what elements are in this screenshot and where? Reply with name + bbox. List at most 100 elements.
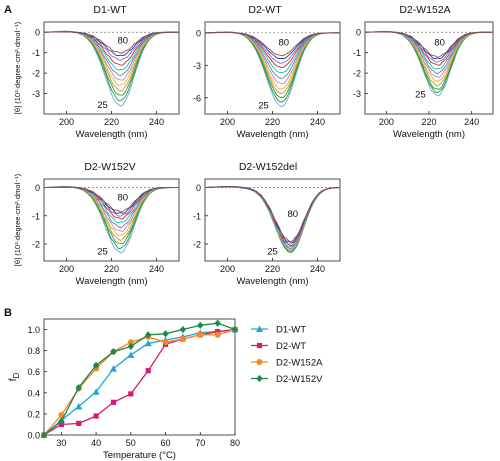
temp-label-25: 25 bbox=[97, 247, 108, 258]
x-axis-label: Wavelength (nm) bbox=[76, 276, 148, 287]
data-point bbox=[110, 399, 117, 405]
y-tick-label: -1 bbox=[32, 211, 40, 221]
temp-label-25: 25 bbox=[267, 247, 278, 258]
x-tick-label: 60 bbox=[161, 438, 171, 448]
y-tick-label: 0 bbox=[356, 28, 361, 38]
plot-frame bbox=[204, 21, 341, 115]
legend-label: D2-W152V bbox=[276, 374, 323, 385]
spectrum-curve bbox=[43, 30, 180, 92]
series-d2-wt bbox=[41, 326, 238, 438]
temp-label-80: 80 bbox=[287, 209, 298, 220]
legend-label: D2-W152A bbox=[276, 358, 323, 369]
data-point bbox=[231, 325, 239, 334]
spectrum-curve bbox=[205, 185, 341, 249]
data-point bbox=[75, 383, 82, 392]
x-axis-label: Wavelength (nm) bbox=[393, 129, 465, 140]
spectrum-curve bbox=[205, 31, 340, 68]
data-point bbox=[40, 431, 48, 439]
data-point bbox=[127, 342, 135, 351]
spectrum-curve bbox=[43, 30, 180, 102]
y-axis-label: [θ] (10³·degree·cm²·dmol⁻¹) bbox=[13, 173, 22, 266]
data-point bbox=[93, 413, 99, 419]
data-point bbox=[256, 359, 263, 365]
y-tick-label: 0.6 bbox=[27, 367, 40, 377]
x-tick-label: 220 bbox=[104, 117, 119, 127]
y-tick-label: 1.0 bbox=[27, 325, 40, 335]
data-point bbox=[92, 361, 100, 369]
temp-label-80: 80 bbox=[278, 37, 289, 48]
spectrum-curve bbox=[205, 186, 340, 243]
data-point bbox=[128, 391, 134, 397]
y-tick-label: 0 bbox=[196, 183, 201, 193]
x-tick-label: 240 bbox=[310, 117, 325, 127]
x-tick-label: 50 bbox=[126, 438, 136, 448]
x-tick-label: 240 bbox=[149, 264, 164, 274]
plot-frame bbox=[364, 21, 494, 115]
y-tick-label: -1 bbox=[32, 48, 40, 58]
spectrum-curve bbox=[204, 31, 340, 98]
x-axis-label: Temperature (°C) bbox=[103, 450, 176, 461]
data-point bbox=[197, 321, 204, 329]
y-tick-label: 0 bbox=[35, 28, 40, 38]
y-tick-label: -3 bbox=[193, 61, 201, 71]
y-tick-label: -1 bbox=[353, 48, 361, 58]
spectrum-curve bbox=[364, 30, 494, 87]
spectrum-curve bbox=[204, 31, 341, 95]
data-point bbox=[109, 365, 117, 372]
panel-title: D2-W152A bbox=[399, 4, 450, 16]
spectrum-curve bbox=[43, 186, 180, 214]
x-tick-label: 220 bbox=[265, 117, 280, 127]
x-tick-label: 70 bbox=[195, 438, 205, 448]
x-tick-label: 240 bbox=[310, 264, 325, 274]
y-tick-label: 0.4 bbox=[27, 388, 40, 398]
spectrum-curve bbox=[205, 31, 340, 80]
y-tick-label: -1 bbox=[193, 211, 201, 221]
x-tick-label: 200 bbox=[379, 117, 394, 127]
spectrum-curve bbox=[205, 31, 341, 64]
spectrum-curve bbox=[205, 32, 340, 57]
y-tick-label: 0.2 bbox=[27, 409, 40, 419]
data-point bbox=[92, 388, 100, 395]
panel-a-label: A bbox=[4, 4, 12, 16]
spectrum-curve bbox=[44, 186, 179, 245]
legend-label: D1-WT bbox=[276, 325, 306, 336]
data-point bbox=[256, 374, 263, 383]
data-point bbox=[127, 339, 134, 346]
x-tick-label: 200 bbox=[59, 117, 74, 127]
series-line bbox=[43, 322, 236, 436]
temp-label-25: 25 bbox=[258, 100, 269, 111]
legend: D1-WT D2-WT D2-W152A D2-W152V bbox=[251, 325, 323, 385]
data-point bbox=[256, 342, 263, 349]
temp-label-80: 80 bbox=[117, 35, 128, 46]
spectrum-curve bbox=[43, 186, 180, 213]
y-tick-label: -2 bbox=[353, 69, 361, 79]
temp-label-25: 25 bbox=[97, 100, 108, 111]
panel-title: D2-W152V bbox=[84, 161, 135, 173]
spectrum-curve bbox=[44, 31, 179, 56]
legend-label: D2-WT bbox=[276, 341, 306, 352]
y-tick-label: 0.0 bbox=[27, 431, 40, 441]
x-axis-label: Wavelength (nm) bbox=[237, 276, 309, 287]
data-point bbox=[179, 336, 186, 343]
x-tick-label: 80 bbox=[230, 438, 240, 448]
y-tick-label: -3 bbox=[32, 89, 40, 99]
y-tick-label: -2 bbox=[32, 240, 40, 250]
unfolding-fraction-chart: 0.0 0.2 0.4 0.6 0.8 1.0 30 40 50 60 70 80 Temperatur… bbox=[8, 318, 323, 461]
spectrum-curve bbox=[364, 30, 494, 94]
y-tick-label: -6 bbox=[193, 93, 201, 103]
x-tick-label: 200 bbox=[220, 264, 235, 274]
x-tick-label: 200 bbox=[59, 264, 74, 274]
spectrum-curve bbox=[44, 31, 180, 71]
data-point bbox=[214, 319, 221, 327]
x-axis-label: Wavelength (nm) bbox=[237, 129, 309, 140]
x-tick-label: 40 bbox=[91, 438, 101, 448]
temp-label-80: 80 bbox=[434, 38, 445, 49]
spectrum-curve bbox=[44, 31, 179, 66]
spectrum-curve bbox=[44, 186, 180, 224]
data-point bbox=[144, 339, 152, 347]
spectrum-curve bbox=[364, 30, 494, 97]
temp-label-80: 80 bbox=[117, 193, 128, 204]
x-tick-label: 240 bbox=[149, 117, 164, 127]
